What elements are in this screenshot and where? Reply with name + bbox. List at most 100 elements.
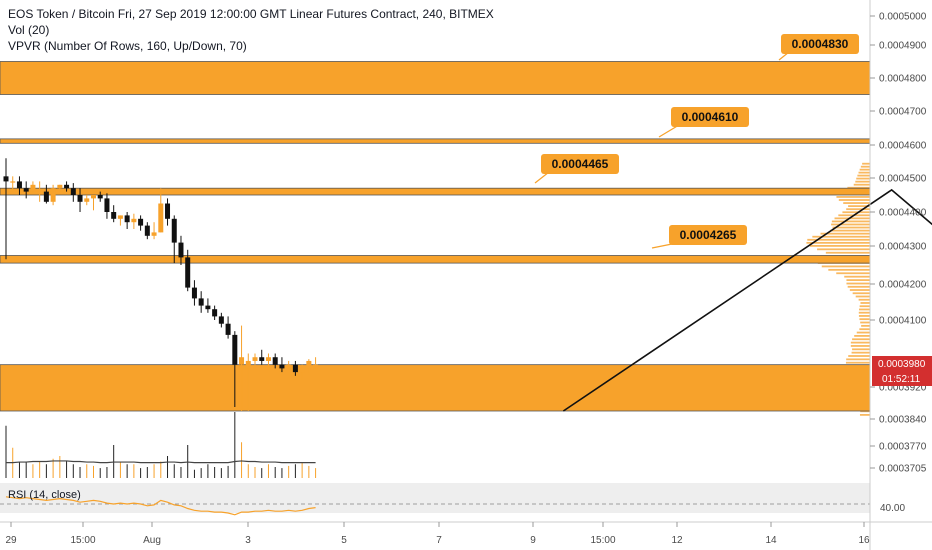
vpvr-bin: [857, 174, 870, 177]
rsi-indicator-label[interactable]: RSI (14, close): [8, 489, 81, 501]
vpvr-bin: [852, 292, 870, 295]
y-tick-label: 0.0004600: [879, 141, 927, 152]
candle-body: [30, 184, 36, 192]
vpvr-bin: [847, 186, 870, 189]
vpvr-bin: [858, 311, 870, 314]
y-tick-label: 0.0004200: [879, 280, 927, 291]
y-tick-label: 0.0004800: [879, 74, 927, 85]
vpvr-bin: [859, 305, 870, 308]
vpvr-bin: [834, 217, 870, 220]
candle-body: [104, 198, 110, 212]
candle-body: [239, 357, 245, 365]
vpvr-bin: [846, 279, 870, 281]
price-zone: [0, 255, 871, 264]
price-zone: [0, 364, 871, 412]
candle-body: [131, 218, 137, 223]
candle-body: [205, 305, 211, 310]
vpvr-bin: [860, 321, 870, 324]
x-tick-label: 16: [858, 535, 870, 546]
vpvr-bin: [854, 335, 870, 337]
candle-body: [191, 287, 197, 299]
y-tick-label: 0.0003770: [879, 442, 927, 453]
candle-body: [37, 191, 43, 193]
x-tick-label: 12: [671, 535, 683, 546]
candle-body: [111, 212, 117, 219]
vpvr-bin: [847, 285, 870, 288]
vpvr-bin: [859, 168, 870, 171]
countdown-label: 01:52:11: [882, 374, 921, 385]
candle-body: [97, 195, 103, 199]
x-axis-ticks[interactable]: 29 15:00 Aug 3 5 7 9 15:00 12 14 16: [5, 522, 870, 546]
y-tick-label: 0.0004100: [879, 316, 927, 327]
candle-body: [144, 225, 150, 236]
candle-body: [77, 195, 83, 202]
candle-body: [10, 181, 16, 183]
candle-body: [90, 195, 96, 199]
vpvr-bin: [831, 220, 870, 223]
vpvr-bin: [820, 232, 870, 235]
vpvr-bin: [859, 308, 870, 311]
price-zones: [0, 61, 871, 412]
candle-body: [272, 357, 278, 365]
vpvr-bin: [843, 202, 870, 204]
vpvr-bin: [821, 265, 870, 268]
callout-label: 0.0004610: [682, 110, 739, 124]
vpvr-bin: [859, 318, 870, 321]
vpvr-bin: [845, 361, 870, 364]
candle-body: [232, 334, 238, 365]
vpvr-bin: [849, 289, 870, 291]
vpvr-bin: [858, 315, 870, 317]
y-tick-label: 0.0003705: [879, 464, 927, 475]
candle-body: [117, 215, 123, 219]
vpvr-indicator-label[interactable]: VPVR (Number Of Rows, 160, Up/Down, 70): [8, 39, 247, 53]
vpvr-bin: [855, 180, 870, 183]
vpvr-bin: [850, 345, 870, 347]
vpvr-bin: [860, 165, 870, 168]
symbol-title[interactable]: EOS Token / Bitcoin Fri, 27 Sep 2019 12:…: [8, 7, 494, 21]
x-tick-label: 14: [765, 535, 777, 546]
candle-body: [57, 184, 63, 189]
y-axis-ticks[interactable]: 0.0005000 0.0004900 0.0004800 0.0004700 0.00…: [870, 12, 927, 475]
price-zone: [0, 138, 871, 144]
candle-body: [212, 309, 218, 317]
candle-body: [16, 181, 22, 189]
candle-body: [138, 218, 144, 226]
rsi-line: [5, 496, 316, 516]
vpvr-bin: [806, 241, 870, 244]
x-tick-label: 7: [436, 535, 442, 546]
candle-body: [43, 191, 49, 202]
vpvr-bin: [809, 245, 870, 247]
vpvr-bin: [844, 275, 870, 278]
callout-label: 0.0004830: [792, 37, 849, 51]
vpvr-bin: [855, 295, 870, 298]
callout-label: 0.0004265: [680, 228, 737, 242]
vpvr-bin: [846, 282, 870, 285]
projection-path[interactable]: [562, 85, 932, 412]
vpvr-bin: [846, 358, 870, 361]
candle-body: [225, 323, 231, 335]
candle-body: [50, 188, 56, 202]
y-tick-label: 0.0003840: [879, 415, 927, 426]
y-tick-label: 0.0003920: [879, 383, 927, 394]
vpvr-bin: [842, 211, 870, 214]
x-tick-label: 29: [5, 535, 17, 546]
candle-body: [286, 364, 292, 369]
callout-box: [781, 34, 859, 54]
candle-body: [178, 242, 184, 258]
vol-indicator-label[interactable]: Vol (20): [8, 23, 50, 37]
callouts[interactable]: 0.0004830 0.0004610 0.0004465 0.0004265: [534, 34, 859, 249]
y-tick-label: 0.0004400: [879, 208, 927, 219]
vpvr-bin: [862, 162, 870, 165]
x-tick-label: 3: [245, 535, 251, 546]
candle-body: [70, 188, 76, 195]
x-tick-label: 15:00: [70, 535, 95, 546]
volume-bars: [5, 412, 317, 478]
candle-body: [151, 232, 157, 236]
candle-body: [265, 357, 271, 361]
vpvr-bin: [858, 171, 870, 174]
candles[interactable]: [3, 158, 319, 411]
vpvr-bin: [836, 272, 870, 275]
vpvr-bin: [848, 355, 870, 357]
price-zone: [0, 61, 871, 95]
